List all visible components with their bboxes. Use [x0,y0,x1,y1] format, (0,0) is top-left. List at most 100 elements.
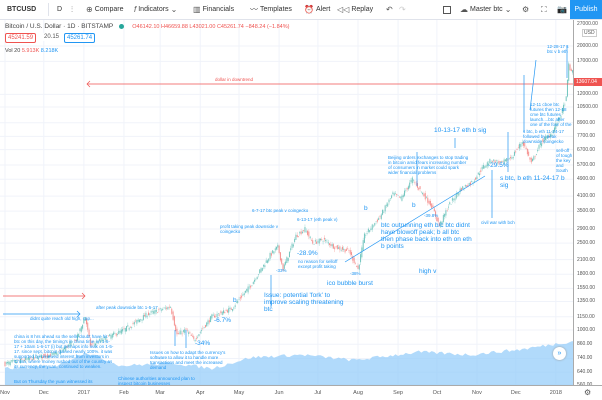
symbol-search[interactable]: BTCUSD [7,6,37,13]
annotation[interactable]: 10-13-17 eth b sig [434,127,487,134]
snapshot-button[interactable]: 📷 [557,0,567,19]
annotation[interactable]: s btc, b eth 11-24-17 followed by peak d… [523,129,564,144]
candle-body [12,360,14,362]
annotation[interactable]: china is 8 hrs ahead so the sells doubt … [14,334,114,369]
annotation[interactable]: -28.9% [297,250,318,257]
candle-body [508,158,510,160]
time-tick-label: May [233,390,245,396]
annotation[interactable]: -39.8% [424,213,439,218]
candle-body [36,356,38,359]
annotation[interactable]: b [364,205,368,212]
financials-button[interactable]: ▥ Financials [193,0,234,19]
layout-toggle[interactable] [443,0,451,19]
vertical-arrow[interactable] [529,59,537,111]
templates-label: Templates [260,6,292,13]
candle-body [490,161,492,163]
publish-button[interactable]: Publish [570,0,602,19]
candle-body [298,236,300,237]
compare-button[interactable]: ⊕ Compare [86,0,124,19]
alert-button[interactable]: ⏰ Alert [304,0,330,19]
annotation[interactable]: Beijing orders exchanges to stop trading… [388,155,469,175]
layout-menu[interactable]: ☁ Master btc ⌄ [460,0,511,19]
candle-body [177,333,179,335]
time-axis[interactable]: Nov Dec 2017 Feb Mar Apr May Jun Jul Aug Sep Oct Nov… [0,385,602,400]
fullscreen-button[interactable]: ⛶ [541,0,547,19]
candle-body [215,316,217,317]
annotation[interactable]: -34% [195,340,211,347]
scroll-to-realtime-button[interactable]: » [553,347,566,360]
candle-body [194,339,196,342]
annotation[interactable]: 12-28-17 s btc v b eth [547,44,569,54]
candle-body [232,309,234,311]
annotation[interactable]: But on Thursday the yuan witnessed its [14,379,93,384]
candle-body [414,182,416,183]
price-axis[interactable]: 27000.00 20000.00 17000.00 12000.00 10500.00… [573,20,602,388]
candle-body [138,319,140,323]
annotation[interactable]: 12-11 cboe btc futures then 12-18 cme bt… [530,102,572,127]
candle-body [210,316,212,323]
annotation[interactable]: btc outrunning eth b/c btc didnt have bl… [381,222,472,250]
annotation[interactable]: Chinese authorities announced plan to in… [118,376,195,386]
undo-button[interactable]: ↶ [386,0,393,19]
bid-price[interactable]: 45241.59 [5,33,37,43]
candle-body [220,311,222,314]
candle-body [566,79,568,97]
candle-body [401,195,403,201]
candle-body [561,108,563,114]
annotation[interactable]: dollar in downtrend [215,77,254,82]
annotation[interactable]: Issues on how to adapt the currency's so… [150,350,226,370]
candle-body [216,313,218,317]
annotation[interactable]: Issue: potential 'fork' to improve scali… [264,292,344,313]
annotation[interactable]: -33% [276,268,287,273]
candle-body [416,183,418,188]
annotation[interactable]: -6.7% [214,317,231,324]
redo-button[interactable]: ↷ [399,0,406,19]
indicators-button[interactable]: f Indicators ⌄ [134,0,177,19]
candle-body [357,265,359,269]
annotation[interactable]: 6-13-17 (eth peak v) [297,217,338,222]
indicators-label: Indicators [138,6,169,13]
candle-body [528,151,530,156]
annotation[interactable]: -38% [350,271,361,276]
candle-body [360,254,362,263]
candle-body [204,325,206,328]
candle-body [14,360,16,363]
annotation[interactable]: after peak downside btc 1-5-17 [96,305,158,310]
price-chart[interactable] [0,20,573,385]
candle-body [468,183,470,185]
candle-body [525,147,527,150]
gear-icon[interactable]: ⚙ [584,388,592,397]
candle-body [341,246,343,250]
annotation[interactable]: 6-7-17 btc peak v coingecko [252,208,309,213]
annotation[interactable]: ico bubble burst [327,280,373,287]
ask-price[interactable]: 45261.74 [64,33,96,43]
annotation[interactable]: b [233,297,237,304]
annotation[interactable]: s btc, b eth 11-24-17 b sig [500,175,565,189]
candle-body [519,143,521,149]
candle-body [530,157,532,163]
templates-button[interactable]: 〰 Templates [250,0,292,19]
annotation[interactable]: high v [419,268,437,275]
alarm-clock-icon: ⏰ [304,5,314,14]
time-tick-label: Feb [119,390,129,396]
price-tick-label: 12000.00 [577,91,598,98]
annotation[interactable]: b [412,202,416,209]
candle-body [436,216,438,221]
annotation[interactable]: sell-off of tough the key and South [556,148,573,173]
annotation[interactable]: -29.5% [488,162,509,169]
settings-button[interactable]: ⚙ [522,0,529,19]
replay-button[interactable]: ◁◁ Replay [337,0,373,19]
annotation[interactable]: didnt quite reach old high, cap... [30,316,94,321]
candle-body [535,154,537,155]
annotation[interactable]: no reason for selloff except profit taki… [298,259,338,269]
annotation[interactable]: profit taking peak downside v coingecko [220,224,279,234]
candle-body [257,274,259,275]
market-status-icon [119,23,125,29]
candle-body [418,187,420,190]
bar-style-button[interactable]: ⫶ [71,0,73,19]
candle-body [207,320,209,325]
candle-body [135,320,137,322]
trend-line[interactable] [344,175,486,263]
annotation[interactable]: civil war with bch [481,220,515,225]
interval-button[interactable]: D [57,6,63,13]
